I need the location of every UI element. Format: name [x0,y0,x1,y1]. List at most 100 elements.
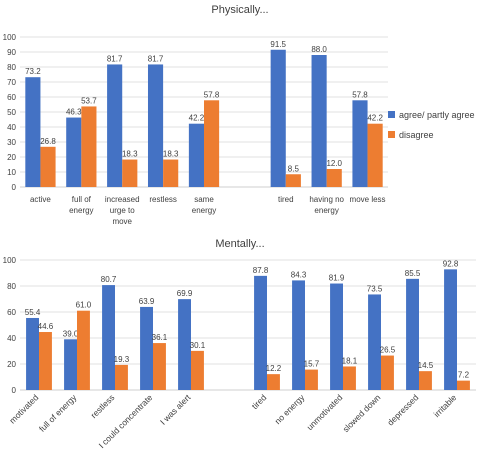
data-label: 85.5 [405,269,421,278]
bar-agree [147,64,164,187]
data-label: 81.9 [329,274,345,283]
bar-agree [64,339,77,390]
data-label: 53.7 [81,96,97,105]
data-label: 73.2 [25,67,41,76]
y-tick-label: 60 [7,308,16,317]
category-label: energy [69,206,93,215]
data-label: 80.7 [101,275,117,284]
y-tick-label: 40 [7,123,16,132]
y-tick-label: 50 [7,108,16,117]
legend: agree/ partly agree disagree [388,110,475,140]
bar-agree [368,294,381,390]
data-label: 87.8 [253,266,269,275]
y-tick-label: 0 [12,183,17,192]
category-label: I was alert [158,392,193,427]
data-label: 57.8 [204,90,220,99]
category-label: energy [314,206,338,215]
data-label: 18.3 [163,150,179,159]
category-label: irritable [432,392,459,419]
bar-agree [311,55,327,187]
category-label: tired [250,392,269,411]
chart-mentally: Mentally... 0 20 40 60 80 100 55.4 44.6 motivate… [3,238,476,450]
bar-agree [188,123,204,187]
y-tick-label: 40 [7,334,16,343]
y-tick-label: 20 [7,153,16,162]
bar-agree [330,283,343,390]
data-label: 92.8 [443,259,459,268]
legend-label-disagree: disagree [399,130,434,140]
category-label: slowed down [341,392,383,434]
bar-disagree [81,106,97,187]
category-label: full of [72,195,92,204]
data-label: 73.5 [367,284,383,293]
data-label: 12.0 [326,159,342,168]
y-tick-label: 60 [7,93,16,102]
legend-swatch-disagree [388,131,395,138]
bar-disagree [122,159,138,187]
y-tick-label: 70 [7,78,16,87]
data-label: 7.2 [458,371,470,380]
bar-disagree [204,100,220,187]
data-label: 39.0 [63,329,79,338]
legend-label-agree: agree/ partly agree [399,110,475,120]
data-label: 42.2 [367,114,383,123]
category-label: move less [350,195,386,204]
data-label: 36.1 [152,333,168,342]
data-label: 55.4 [25,308,41,317]
y-tick-label: 90 [7,48,16,57]
bar-disagree [77,310,90,390]
data-label: 19.3 [114,355,130,364]
data-label: 18.3 [122,150,138,159]
bar-disagree [285,174,301,187]
y-tick-label: 100 [3,256,17,265]
category-label: active [30,195,51,204]
bar-agree [107,64,123,187]
y-tick-label: 20 [7,360,16,369]
bar-disagree [381,355,394,390]
bar-agree [25,77,41,187]
category-label: same [194,195,214,204]
bar-disagree [40,146,56,187]
y-tick-label: 80 [7,63,16,72]
chart-physically: Physically... 0 10 20 30 40 50 60 70 80 90 100 73.2… [3,4,388,226]
data-label: 44.6 [38,322,54,331]
bar-disagree [326,169,342,187]
bar-disagree [305,369,318,390]
category-label: increased [105,195,140,204]
data-label: 30.1 [190,341,206,350]
data-label: 88.0 [311,45,327,54]
data-label: 69.9 [177,289,193,298]
category-label: urge to [110,206,135,215]
bar-agree [140,306,153,390]
bar-agree [444,269,457,390]
data-label: 57.8 [352,90,368,99]
bar-agree [292,280,305,390]
bar-disagree [115,364,128,390]
data-label: 81.7 [107,54,123,63]
bar-disagree [267,374,280,390]
data-label: 84.3 [291,270,307,279]
data-label: 63.9 [139,297,155,306]
chart-title: Mentally... [215,238,264,250]
data-label: 14.5 [418,361,434,370]
bar-agree [406,278,419,390]
chart-title: Physically... [211,4,268,16]
bar-disagree [191,350,204,390]
category-label: restless [89,392,117,420]
bar-disagree [419,371,432,390]
y-tick-label: 0 [12,386,17,395]
category-label: depressed [385,392,420,427]
data-label: 15.7 [304,360,320,369]
y-tick-label: 80 [7,282,16,291]
bar-agree [178,299,191,390]
bar-agree [352,100,368,187]
data-label: 81.7 [148,54,164,63]
data-label: 8.5 [288,164,300,173]
category-label: restless [149,195,177,204]
y-tick-label: 10 [7,168,16,177]
category-label: full of energy [37,392,79,434]
y-tick-label: 30 [7,138,16,147]
bar-agree [254,275,267,390]
bar-disagree [343,366,356,390]
